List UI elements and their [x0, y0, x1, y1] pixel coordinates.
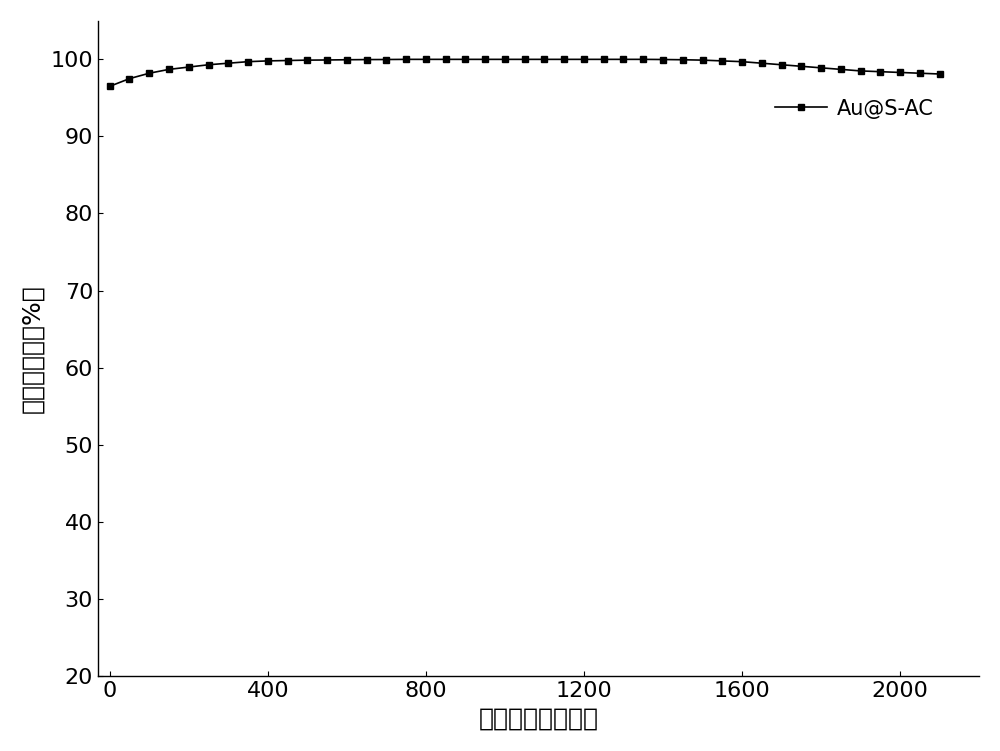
Au@S-AC [519, 55, 531, 64]
Au@S-AC [617, 55, 629, 64]
Au@S-AC [598, 55, 610, 64]
Au@S-AC [835, 65, 847, 74]
Au@S-AC [756, 59, 768, 68]
Au@S-AC [677, 56, 689, 65]
Au@S-AC [795, 62, 807, 71]
Au@S-AC [262, 56, 274, 65]
Au@S-AC [716, 56, 728, 65]
Au@S-AC [104, 82, 116, 91]
Au@S-AC [558, 55, 570, 64]
Au@S-AC [203, 60, 215, 69]
Au@S-AC [341, 56, 353, 65]
Au@S-AC [776, 60, 788, 69]
X-axis label: 反应时间（小时）: 反应时间（小时） [479, 706, 599, 730]
Au@S-AC [736, 57, 748, 66]
Au@S-AC [459, 55, 471, 64]
Au@S-AC [934, 70, 946, 79]
Au@S-AC [380, 55, 392, 64]
Au@S-AC [479, 55, 491, 64]
Legend: Au@S-AC: Au@S-AC [766, 90, 942, 127]
Au@S-AC [242, 57, 254, 66]
Au@S-AC [894, 68, 906, 77]
Au@S-AC [420, 55, 432, 64]
Au@S-AC [321, 56, 333, 65]
Au@S-AC [301, 56, 313, 65]
Au@S-AC [123, 74, 135, 83]
Au@S-AC [914, 69, 926, 78]
Au@S-AC [578, 55, 590, 64]
Au@S-AC [697, 56, 709, 65]
Au@S-AC [874, 67, 886, 76]
Au@S-AC [499, 55, 511, 64]
Au@S-AC [163, 65, 175, 74]
Au@S-AC [440, 55, 452, 64]
Au@S-AC [400, 55, 412, 64]
Au@S-AC [815, 63, 827, 72]
Au@S-AC [143, 69, 155, 78]
Au@S-AC [183, 62, 195, 71]
Y-axis label: 乙炔转化率（%）: 乙炔转化率（%） [21, 284, 45, 412]
Au@S-AC [855, 66, 867, 75]
Au@S-AC [222, 59, 234, 68]
Au@S-AC [538, 55, 550, 64]
Line: Au@S-AC: Au@S-AC [106, 56, 943, 90]
Au@S-AC [637, 55, 649, 64]
Au@S-AC [282, 56, 294, 65]
Au@S-AC [361, 55, 373, 64]
Au@S-AC [657, 55, 669, 64]
